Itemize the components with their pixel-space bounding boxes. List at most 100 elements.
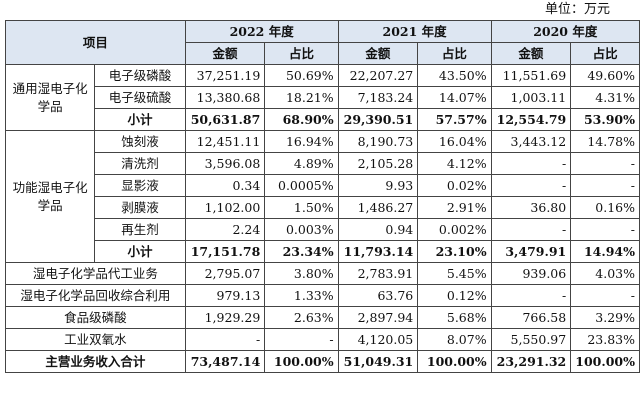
header-year-2020: 2020 年度 [490, 20, 640, 43]
cell: 0.34 [184, 174, 266, 197]
cell: 63.76 [337, 284, 419, 307]
header-share: 占比 [417, 42, 492, 65]
cell: 0.16% [570, 196, 640, 219]
cell: 50,631.87 [184, 108, 266, 131]
cell: 2.24 [184, 218, 266, 241]
cell: - [490, 152, 572, 175]
table-row: 再生剂 2.24 0.003% 0.94 0.002% - - [6, 218, 640, 241]
table-row: 显影液 0.34 0.0005% 9.93 0.02% - - [6, 174, 640, 197]
cell: 5.45% [417, 262, 492, 285]
unit-label: 单位：万元 [544, 2, 610, 17]
row-label: 电子级硫酸 [94, 86, 186, 109]
cell: 43.50% [417, 64, 492, 87]
cell: 0.12% [417, 284, 492, 307]
row-label: 剥膜液 [94, 196, 186, 219]
header-share: 占比 [264, 42, 339, 65]
cell: 23.83% [570, 328, 640, 351]
cell: 13,380.68 [184, 86, 266, 109]
cell: 3.29% [570, 306, 640, 329]
cell: 4.31% [570, 86, 640, 109]
row-label: 清洗剂 [94, 152, 186, 175]
table-row: 清洗剂 3,596.08 4.89% 2,105.28 4.12% - - [6, 152, 640, 175]
row-label: 主营业务收入合计 [5, 350, 186, 373]
cell: 14.94% [570, 240, 640, 263]
cell: 16.94% [264, 130, 339, 153]
cell: 1,486.27 [337, 196, 419, 219]
cell: 8.07% [417, 328, 492, 351]
total-row: 主营业务收入合计 73,487.14 100.00% 51,049.31 100… [5, 350, 640, 373]
cell: 4.12% [417, 152, 492, 175]
cell: 2,783.91 [337, 262, 419, 285]
table-row: 工业双氧水 - - 4,120.05 8.07% 5,550.97 23.83% [5, 328, 640, 351]
cell: 51,049.31 [337, 350, 419, 373]
cell: 8,190.73 [337, 130, 419, 153]
cell: 12,554.79 [490, 108, 572, 131]
cell: 22,207.27 [337, 64, 419, 87]
cell: 57.57% [417, 108, 492, 131]
cell: - [570, 284, 640, 307]
category-general: 通用湿电子化学品 [4, 64, 96, 131]
cell: 100.00% [264, 350, 339, 373]
cell: 23,291.32 [490, 350, 572, 373]
cell: 5.68% [417, 306, 492, 329]
cell: 3,443.12 [490, 130, 572, 153]
cell: 49.60% [570, 64, 640, 87]
cell: 17,151.78 [184, 240, 266, 263]
cell: 37,251.19 [184, 64, 266, 87]
cell: 2,897.94 [337, 306, 419, 329]
table-row: 剥膜液 1,102.00 1.50% 1,486.27 2.91% 36.80 … [6, 196, 640, 219]
cell: - [570, 218, 640, 241]
cell: 12,451.11 [184, 130, 266, 153]
header-amount: 金额 [490, 42, 572, 65]
cell: - [490, 284, 572, 307]
cell: 11,793.14 [337, 240, 419, 263]
cell: 2.91% [417, 196, 492, 219]
cell: 36.80 [490, 196, 572, 219]
row-label: 小计 [94, 108, 186, 131]
cell: - [570, 152, 640, 175]
cell: 9.93 [337, 174, 419, 197]
cell: - [184, 328, 266, 351]
cell: 16.04% [417, 130, 492, 153]
category-functional: 功能湿电子化学品 [4, 130, 96, 263]
cell: - [490, 174, 572, 197]
row-label: 食品级磷酸 [5, 306, 186, 329]
table-row: 电子级硫酸 13,380.68 18.21% 7,183.24 14.07% 1… [6, 86, 640, 109]
cell: 0.0005% [264, 174, 339, 197]
row-label: 小计 [94, 240, 186, 263]
row-label: 蚀刻液 [94, 130, 186, 153]
cell: 73,487.14 [184, 350, 266, 373]
cell: 2.63% [264, 306, 339, 329]
cell: 53.90% [570, 108, 640, 131]
cell: 100.00% [417, 350, 492, 373]
row-label: 电子级磷酸 [94, 64, 186, 87]
table-row: 湿电子化学品回收综合利用 979.13 1.33% 63.76 0.12% - … [5, 284, 640, 307]
header-share: 占比 [570, 42, 640, 65]
row-label: 再生剂 [94, 218, 186, 241]
cell: 18.21% [264, 86, 339, 109]
cell: 1,102.00 [184, 196, 266, 219]
cell: 68.90% [264, 108, 339, 131]
cell: 1.50% [264, 196, 339, 219]
header-amount: 金额 [337, 42, 419, 65]
cell: 979.13 [184, 284, 266, 307]
cell: 2,105.28 [337, 152, 419, 175]
cell: 11,551.69 [490, 64, 572, 87]
cell: 29,390.51 [337, 108, 419, 131]
table-row: 食品级磷酸 1,929.29 2.63% 2,897.94 5.68% 766.… [5, 306, 640, 329]
cell: 3,596.08 [184, 152, 266, 175]
table-row: 通用湿电子化学品 电子级磷酸 37,251.19 50.69% 22,207.2… [4, 64, 640, 131]
cell: 7,183.24 [337, 86, 419, 109]
row-label: 湿电子化学品代工业务 [5, 262, 186, 285]
cell: 2,795.07 [184, 262, 266, 285]
header-year-2022: 2022 年度 [184, 20, 339, 43]
row-label: 湿电子化学品回收综合利用 [5, 284, 186, 307]
cell: 1,929.29 [184, 306, 266, 329]
cell: 0.003% [264, 218, 339, 241]
row-label: 显影液 [94, 174, 186, 197]
subtotal-row: 小计 50,631.87 68.90% 29,390.51 57.57% 12,… [6, 108, 640, 131]
cell: - [264, 328, 339, 351]
subtotal-row: 小计 17,151.78 23.34% 11,793.14 23.10% 3,4… [6, 240, 640, 263]
cell: 4.03% [570, 262, 640, 285]
cell: 14.07% [417, 86, 492, 109]
